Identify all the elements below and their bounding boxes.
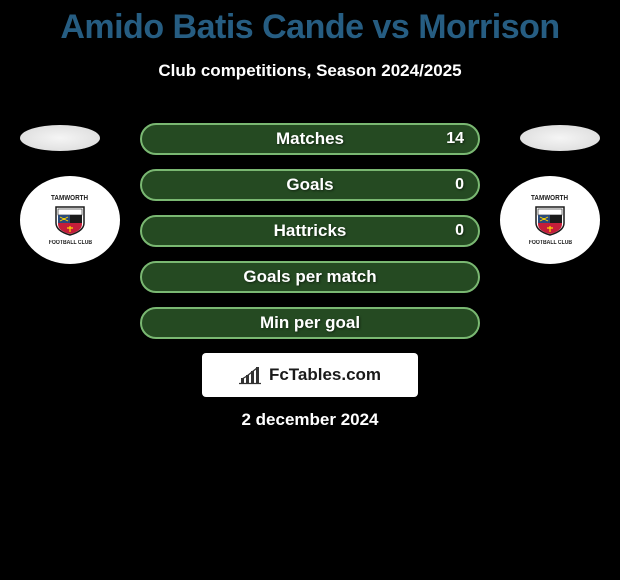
club-badge-right: TAMWORTH FOOTBALL CLUB <box>500 176 600 264</box>
player-avatar-right <box>520 125 600 151</box>
stat-row-goals-per-match: Goals per match <box>140 261 480 293</box>
footer-logo-text: FcTables.com <box>269 365 381 385</box>
page-title: Amido Batis Cande vs Morrison <box>0 0 620 47</box>
stat-row-matches: Matches 14 <box>140 123 480 155</box>
stat-row-goals: Goals 0 <box>140 169 480 201</box>
club-name-bottom: FOOTBALL CLUB <box>48 240 91 246</box>
club-shield-icon <box>52 205 88 237</box>
footer-date: 2 december 2024 <box>0 410 620 430</box>
club-badge-left: TAMWORTH FOOTBALL CLUB <box>20 176 120 264</box>
player-avatar-left <box>20 125 100 151</box>
stat-label: Hattricks <box>274 221 347 241</box>
club-shield-icon <box>532 205 568 237</box>
stats-container: Matches 14 Goals 0 Hattricks 0 Goals per… <box>140 123 480 353</box>
stat-row-min-per-goal: Min per goal <box>140 307 480 339</box>
stat-row-hattricks: Hattricks 0 <box>140 215 480 247</box>
stat-value: 0 <box>455 176 464 194</box>
stat-value: 0 <box>455 222 464 240</box>
bar-chart-icon <box>239 365 265 385</box>
club-name-top: TAMWORTH <box>531 195 568 202</box>
stat-label: Matches <box>276 129 344 149</box>
footer-logo: FcTables.com <box>202 353 418 397</box>
stat-label: Goals <box>286 175 333 195</box>
club-name-bottom: FOOTBALL CLUB <box>528 240 571 246</box>
stat-label: Min per goal <box>260 313 360 333</box>
stat-value: 14 <box>446 130 464 148</box>
club-name-top: TAMWORTH <box>51 195 88 202</box>
stat-label: Goals per match <box>243 267 376 287</box>
page-subtitle: Club competitions, Season 2024/2025 <box>0 61 620 81</box>
